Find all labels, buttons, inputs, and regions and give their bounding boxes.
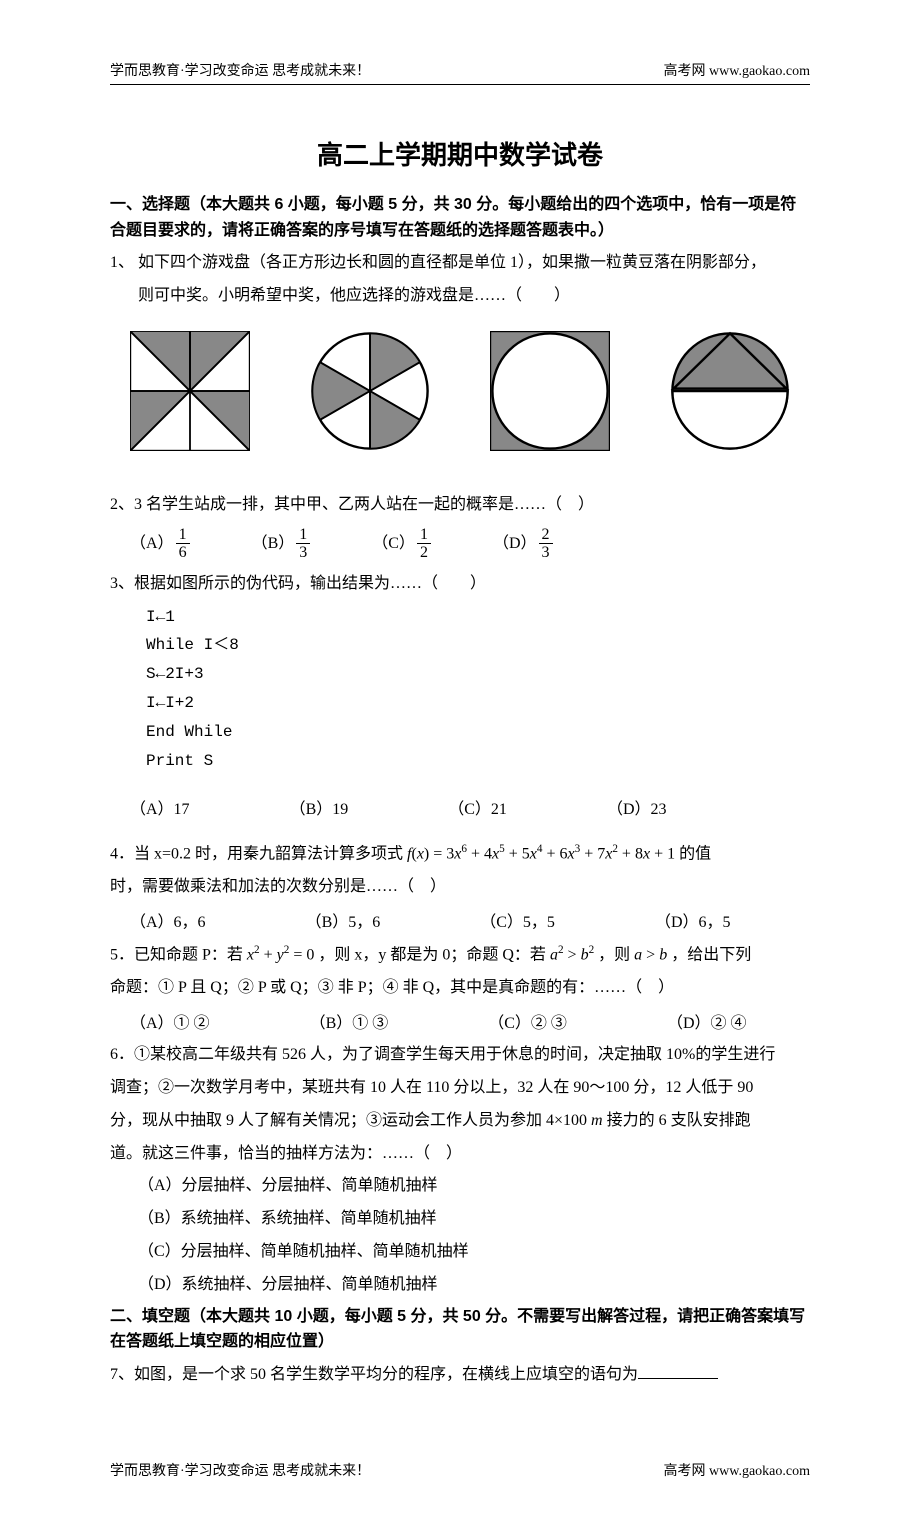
- q6-line2: 调查；②一次数学月考中，某班共有 10 人在 110 分以上，32 人在 90～…: [110, 1074, 810, 1103]
- code-line: End While: [146, 718, 810, 747]
- q6-opt-d: （D）系统抽样、分层抽样、简单随机抽样: [110, 1271, 810, 1300]
- section2-heading: 二、填空题（本大题共 10 小题，每小题 5 分，共 50 分。不需要写出解答过…: [110, 1304, 810, 1355]
- q4-opt-d: （D）6，5: [655, 908, 731, 932]
- footer-right: 高考网 www.gaokao.com: [664, 1460, 810, 1480]
- q5-opt-d: （D）② ④: [667, 1009, 747, 1033]
- q7-blank: [638, 1363, 718, 1379]
- q6-opt-b: （B）系统抽样、系统抽样、简单随机抽样: [110, 1205, 810, 1234]
- q3-opt-d: （D）23: [607, 795, 667, 819]
- fig-a: [130, 331, 250, 451]
- code-line: S←2I+3: [146, 660, 810, 689]
- q5-opt-c: （C）② ③: [488, 1009, 567, 1033]
- q5-opt-b: （B）① ③: [310, 1009, 389, 1033]
- document-title: 高二上学期期中数学试卷: [110, 135, 810, 172]
- header-right: 高考网 www.gaokao.com: [664, 60, 810, 80]
- q2-opt-c: （C）12: [372, 526, 433, 562]
- q6-line1: 6．①某校高二年级共有 526 人，为了调查学生每天用于休息的时间，决定抽取 1…: [110, 1041, 810, 1070]
- q4-line2: 时，需要做乘法和加法的次数分别是……（ ）: [110, 873, 810, 902]
- page-header: 学而思教育·学习改变命运 思考成就未来！ 高考网 www.gaokao.com: [110, 60, 810, 85]
- q6-line3: 分，现从中抽取 9 人了解有关情况；③运动会工作人员为参加 4×100 m 接力…: [110, 1107, 810, 1136]
- fig-b: [310, 331, 430, 451]
- header-left: 学而思教育·学习改变命运 思考成就未来！: [110, 60, 370, 80]
- code-line: I←I+2: [146, 689, 810, 718]
- footer-left: 学而思教育·学习改变命运 思考成就未来！: [110, 1460, 370, 1480]
- section1-heading: 一、选择题（本大题共 6 小题，每小题 5 分，共 30 分。每小题给出的四个选…: [110, 192, 810, 243]
- q3-code: I←1 While I＜8 S←2I+3 I←I+2 End While Pri…: [110, 603, 810, 776]
- q5-line2: 命题：① P 且 Q；② P 或 Q；③ 非 P；④ 非 Q，其中是真命题的有：…: [110, 974, 810, 1003]
- q1-line2: 则可中奖。小明希望中奖，他应选择的游戏盘是……（ ）: [110, 282, 810, 311]
- q2-opt-b: （B）13: [252, 526, 313, 562]
- q4-opt-c: （C）5，5: [480, 908, 555, 932]
- q4-opt-b: （B）5，6: [306, 908, 381, 932]
- q3-opt-c: （C）21: [448, 795, 507, 819]
- q2-text: 2、3 名学生站成一排，其中甲、乙两人站在一起的概率是……（ ）: [110, 491, 810, 520]
- q6-opt-a: （A）分层抽样、分层抽样、简单随机抽样: [110, 1172, 810, 1201]
- fig-c: [490, 331, 610, 451]
- q5-opt-a: （A）① ②: [130, 1009, 210, 1033]
- q3-opt-a: （A）17: [130, 795, 190, 819]
- code-line: I←1: [146, 603, 810, 632]
- q3-text: 3、根据如图所示的伪代码，输出结果为……（ ）: [110, 570, 810, 599]
- code-line: While I＜8: [146, 631, 810, 660]
- q5-line1: 5．已知命题 P：若 x2 + y2 = 0 ，则 x，y 都是为 0；命题 Q…: [110, 940, 810, 970]
- page-footer: 学而思教育·学习改变命运 思考成就未来！ 高考网 www.gaokao.com: [110, 1460, 810, 1484]
- q5-options: （A）① ② （B）① ③ （C）② ③ （D）② ④: [110, 1009, 810, 1033]
- q4-options: （A）6，6 （B）5，6 （C）5，5 （D）6，5: [110, 908, 810, 932]
- fig-d: [670, 331, 790, 451]
- q6-line4: 道。就这三件事，恰当的抽样方法为：……（ ）: [110, 1140, 810, 1169]
- q6-opt-c: （C）分层抽样、简单随机抽样、简单随机抽样: [110, 1238, 810, 1267]
- q2-opt-d: （D）23: [493, 526, 555, 562]
- q1-line1: 1、 如下四个游戏盘（各正方形边长和圆的直径都是单位 1），如果撒一粒黄豆落在阴…: [110, 249, 810, 278]
- q2-options: （A）16 （B）13 （C）12 （D）23: [110, 526, 810, 562]
- q4-opt-a: （A）6，6: [130, 908, 206, 932]
- q3-options: （A）17 （B）19 （C）21 （D）23: [110, 795, 810, 819]
- q4-line1: 4．当 x=0.2 时，用秦九韶算法计算多项式 f(x) = 3x6 + 4x5…: [110, 839, 810, 869]
- code-line: Print S: [146, 747, 810, 776]
- q7-text: 7、如图，是一个求 50 名学生数学平均分的程序，在横线上应填空的语句为: [110, 1361, 810, 1390]
- q2-opt-a: （A）16: [130, 526, 192, 562]
- q1-figures: [130, 331, 790, 451]
- q3-opt-b: （B）19: [290, 795, 349, 819]
